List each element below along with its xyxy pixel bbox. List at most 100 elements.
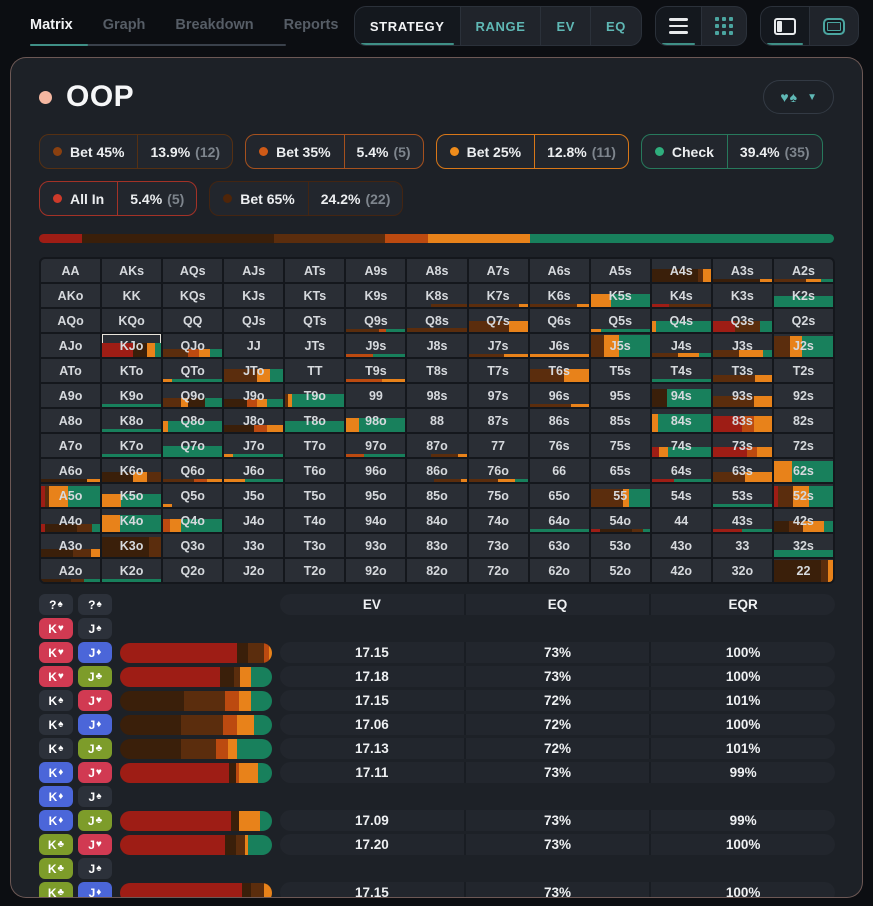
matrix-cell-T8o[interactable]: T8o — [285, 409, 345, 432]
matrix-cell-T3o[interactable]: T3o — [285, 534, 345, 557]
matrix-cell-K5s[interactable]: K5s — [590, 284, 650, 307]
matrix-cell-A3s[interactable]: A3s — [712, 259, 772, 282]
action-badge-bet-45-[interactable]: Bet 45% 13.9% (12) — [39, 134, 234, 169]
matrix-cell-42o[interactable]: 42o — [651, 559, 711, 582]
matrix-cell-T5s[interactable]: T5s — [590, 359, 650, 382]
matrix-cell-75s[interactable]: 75s — [590, 434, 650, 457]
combo-card-2[interactable]: J ♦ — [78, 642, 112, 663]
matrix-cell-QTs[interactable]: QTs — [285, 309, 345, 332]
matrix-cell-J5o[interactable]: J5o — [224, 484, 284, 507]
combo-row-Kspade-Jclub[interactable]: K ♠ J ♣ 17.13 72% 101% — [39, 738, 835, 759]
matrix-cell-J2s[interactable]: J2s — [773, 334, 833, 357]
matrix-cell-K3o[interactable]: K3o — [102, 534, 162, 557]
matrix-cell-97o[interactable]: 97o — [346, 434, 406, 457]
matrix-cell-KQo[interactable]: KQo — [102, 309, 162, 332]
matrix-cell-Q7s[interactable]: Q7s — [468, 309, 528, 332]
matrix-cell-63o[interactable]: 63o — [529, 534, 589, 557]
matrix-cell-K8s[interactable]: K8s — [407, 284, 467, 307]
matrix-cell-AA[interactable]: AA — [41, 259, 101, 282]
matrix-cell-K4o[interactable]: K4o — [102, 509, 162, 532]
tab-graph[interactable]: Graph — [102, 17, 146, 33]
matrix-cell-62s[interactable]: 62s — [773, 459, 833, 482]
matrix-cell-73s[interactable]: 73s — [712, 434, 772, 457]
matrix-cell-QQ[interactable]: QQ — [163, 309, 223, 332]
matrix-cell-A7o[interactable]: A7o — [41, 434, 101, 457]
matrix-cell-92s[interactable]: 92s — [773, 384, 833, 407]
matrix-cell-Q8s[interactable]: Q8s — [407, 309, 467, 332]
matrix-cell-J3o[interactable]: J3o — [224, 534, 284, 557]
combo-card-2[interactable]: J ♦ — [78, 882, 112, 897]
matrix-cell-Q5s[interactable]: Q5s — [590, 309, 650, 332]
matrix-cell-T9o[interactable]: T9o — [285, 384, 345, 407]
combo-card-2[interactable]: J ♣ — [78, 666, 112, 687]
combo-card-2[interactable]: J ♠ — [78, 786, 112, 807]
matrix-cell-54o[interactable]: 54o — [590, 509, 650, 532]
matrix-cell-64o[interactable]: 64o — [529, 509, 589, 532]
matrix-cell-KJo[interactable]: KJo — [102, 334, 162, 357]
combo-card-1[interactable]: K ♠ — [39, 690, 73, 711]
matrix-cell-T4o[interactable]: T4o — [285, 509, 345, 532]
matrix-cell-T9s[interactable]: T9s — [346, 359, 406, 382]
matrix-cell-Q8o[interactable]: Q8o — [163, 409, 223, 432]
matrix-cell-T8s[interactable]: T8s — [407, 359, 467, 382]
combo-card-2[interactable]: J ♠ — [78, 858, 112, 879]
matrix-cell-87o[interactable]: 87o — [407, 434, 467, 457]
combo-row-Kheart-Jdiamond[interactable]: K ♥ J ♦ 17.15 73% 100% — [39, 642, 835, 663]
matrix-cell-44[interactable]: 44 — [651, 509, 711, 532]
combo-card-2[interactable]: J ♠ — [78, 618, 112, 639]
matrix-cell-94o[interactable]: 94o — [346, 509, 406, 532]
matrix-cell-J4s[interactable]: J4s — [651, 334, 711, 357]
matrix-cell-75o[interactable]: 75o — [468, 484, 528, 507]
matrix-cell-KQs[interactable]: KQs — [163, 284, 223, 307]
matrix-cell-ATo[interactable]: ATo — [41, 359, 101, 382]
action-badge-bet-65-[interactable]: Bet 65% 24.2% (22) — [209, 181, 404, 216]
matrix-cell-94s[interactable]: 94s — [651, 384, 711, 407]
matrix-cell-K3s[interactable]: K3s — [712, 284, 772, 307]
card-panel-button[interactable] — [809, 7, 858, 45]
combo-row-Kheart-Jspade[interactable]: K ♥ J ♠ — [39, 618, 835, 639]
matrix-cell-K9o[interactable]: K9o — [102, 384, 162, 407]
matrix-cell-KK[interactable]: KK — [102, 284, 162, 307]
matrix-cell-52s[interactable]: 52s — [773, 484, 833, 507]
matrix-cell-87s[interactable]: 87s — [468, 409, 528, 432]
matrix-cell-76s[interactable]: 76s — [529, 434, 589, 457]
matrix-cell-53s[interactable]: 53s — [712, 484, 772, 507]
combo-card-1[interactable]: K ♦ — [39, 762, 73, 783]
matrix-cell-97s[interactable]: 97s — [468, 384, 528, 407]
matrix-cell-K6o[interactable]: K6o — [102, 459, 162, 482]
matrix-cell-Q4s[interactable]: Q4s — [651, 309, 711, 332]
combo-row-Kdiamond-Jspade[interactable]: K ♦ J ♠ — [39, 786, 835, 807]
matrix-cell-62o[interactable]: 62o — [529, 559, 589, 582]
matrix-cell-Q4o[interactable]: Q4o — [163, 509, 223, 532]
matrix-cell-Q3s[interactable]: Q3s — [712, 309, 772, 332]
matrix-cell-65o[interactable]: 65o — [529, 484, 589, 507]
matrix-cell-Q3o[interactable]: Q3o — [163, 534, 223, 557]
combo-card-1[interactable]: K ♠ — [39, 714, 73, 735]
view-mode-strategy[interactable]: STRATEGY — [354, 7, 460, 45]
matrix-cell-A9s[interactable]: A9s — [346, 259, 406, 282]
view-mode-range[interactable]: RANGE — [459, 7, 541, 45]
matrix-cell-A8s[interactable]: A8s — [407, 259, 467, 282]
matrix-cell-K6s[interactable]: K6s — [529, 284, 589, 307]
matrix-cell-76o[interactable]: 76o — [468, 459, 528, 482]
combo-card-1[interactable]: K ♥ — [39, 666, 73, 687]
matrix-cell-85o[interactable]: 85o — [407, 484, 467, 507]
matrix-cell-K7s[interactable]: K7s — [468, 284, 528, 307]
tab-breakdown[interactable]: Breakdown — [175, 17, 254, 33]
matrix-cell-83o[interactable]: 83o — [407, 534, 467, 557]
combo-card-2[interactable]: J ♦ — [78, 714, 112, 735]
matrix-cell-96s[interactable]: 96s — [529, 384, 589, 407]
matrix-cell-T6s[interactable]: T6s — [529, 359, 589, 382]
matrix-cell-JJ[interactable]: JJ — [224, 334, 284, 357]
matrix-cell-KJs[interactable]: KJs — [224, 284, 284, 307]
action-badge-check[interactable]: Check 39.4% (35) — [640, 134, 823, 169]
matrix-cell-J8o[interactable]: J8o — [224, 409, 284, 432]
matrix-cell-KTo[interactable]: KTo — [102, 359, 162, 382]
matrix-cell-A2o[interactable]: A2o — [41, 559, 101, 582]
matrix-cell-77[interactable]: 77 — [468, 434, 528, 457]
combo-row-Kclub-Jdiamond[interactable]: K ♣ J ♦ 17.15 73% 100% — [39, 882, 835, 897]
matrix-cell-K2o[interactable]: K2o — [102, 559, 162, 582]
combo-card-2[interactable]: J ♥ — [78, 690, 112, 711]
matrix-cell-A5s[interactable]: A5s — [590, 259, 650, 282]
combo-row-Kdiamond-Jclub[interactable]: K ♦ J ♣ 17.09 73% 99% — [39, 810, 835, 831]
